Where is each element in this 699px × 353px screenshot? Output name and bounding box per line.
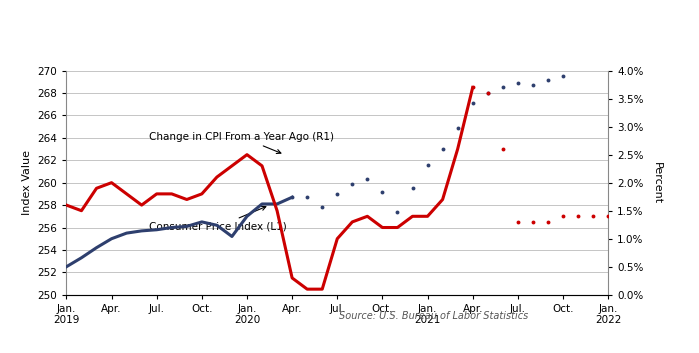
Text: Consumer Price Index (L1): Consumer Price Index (L1) [149,207,287,232]
Y-axis label: Index Value: Index Value [22,150,32,215]
Text: Change in CPI From a Year Ago (R1): Change in CPI From a Year Ago (R1) [149,132,334,154]
Y-axis label: Percent: Percent [652,162,662,204]
Text: Source: U.S. Bureau of Labor Statistics: Source: U.S. Bureau of Labor Statistics [339,311,528,321]
Text: "BASE EFFECTS" WILL DISTORT MONTHLY INFLATION
READINGS FOR THE NEXT FEW MONTHS: "BASE EFFECTS" WILL DISTORT MONTHLY INFL… [132,12,567,48]
